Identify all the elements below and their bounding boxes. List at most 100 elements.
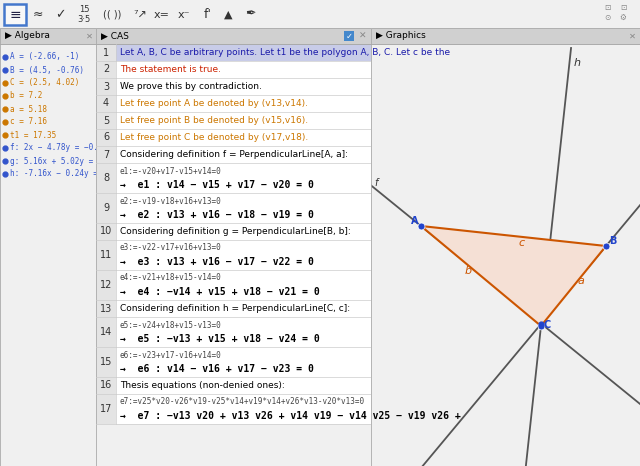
Text: t1 = 17.35: t1 = 17.35 <box>10 130 56 139</box>
Text: e2:=-v19-v18+v16+v13=0: e2:=-v19-v18+v16+v13=0 <box>120 197 221 206</box>
Text: ≈: ≈ <box>33 8 44 21</box>
Text: Let free point A be denoted by (v13,v14).: Let free point A be denoted by (v13,v14)… <box>120 99 308 108</box>
Text: 15: 15 <box>100 357 112 367</box>
Bar <box>96 193 371 223</box>
Bar <box>96 146 371 163</box>
Bar <box>96 129 371 146</box>
Bar <box>96 44 371 61</box>
Text: ⁷↗: ⁷↗ <box>133 9 147 20</box>
Text: e6:=-v23+v17-v16+v14=0: e6:=-v23+v17-v16+v14=0 <box>120 350 221 359</box>
Text: ⊙: ⊙ <box>604 13 610 21</box>
Bar <box>96 394 371 424</box>
Text: 1: 1 <box>103 48 109 57</box>
Text: 15
3·5: 15 3·5 <box>77 5 91 24</box>
Text: ▶ Graphics: ▶ Graphics <box>376 32 426 41</box>
Text: ▶ Algebra: ▶ Algebra <box>5 32 50 41</box>
Text: e1:=-v20+v17-v15+v14=0: e1:=-v20+v17-v15+v14=0 <box>120 166 221 176</box>
Text: Considering definition f = PerpendicularLine[A, a]:: Considering definition f = Perpendicular… <box>120 150 348 159</box>
Text: 4: 4 <box>103 98 109 109</box>
Text: →  e7 : −v13 v20 + v13 v26 + v14 v19 − v14 v25 − v19 v26 +: → e7 : −v13 v20 + v13 v26 + v14 v19 − v1… <box>120 411 461 421</box>
Text: ✕: ✕ <box>86 32 93 41</box>
Text: x⁻: x⁻ <box>178 9 190 20</box>
Text: We prove this by contradiction.: We prove this by contradiction. <box>120 82 262 91</box>
Bar <box>96 377 116 394</box>
Text: Let A, B, C be arbitrary points. Let t1 be the polygon A, B, C. Let c be the: Let A, B, C be arbitrary points. Let t1 … <box>120 48 450 57</box>
Text: 7: 7 <box>103 150 109 159</box>
Text: e7:=v25*v20-v26*v19-v25*v14+v19*v14+v26*v13-v20*v13=0: e7:=v25*v20-v26*v19-v25*v14+v19*v14+v26*… <box>120 397 365 406</box>
Text: ✕: ✕ <box>359 32 367 41</box>
Text: B = (4.5, -0.76): B = (4.5, -0.76) <box>10 66 84 75</box>
Bar <box>96 112 371 129</box>
Text: →  e2 : v13 + v16 − v18 − v19 = 0: → e2 : v13 + v16 − v18 − v19 = 0 <box>120 210 314 220</box>
Text: 14: 14 <box>100 327 112 337</box>
Text: →  e5 : −v13 + v15 + v18 − v24 = 0: → e5 : −v13 + v15 + v18 − v24 = 0 <box>120 334 320 344</box>
FancyBboxPatch shape <box>4 4 26 25</box>
Text: Let free point B be denoted by (v15,v16).: Let free point B be denoted by (v15,v16)… <box>120 116 308 125</box>
Text: a = 5.18: a = 5.18 <box>10 104 47 114</box>
Bar <box>96 300 116 317</box>
Text: ⊡: ⊡ <box>604 2 610 12</box>
Bar <box>96 44 116 61</box>
Text: 11: 11 <box>100 250 112 260</box>
Polygon shape <box>421 226 606 326</box>
Text: b: b <box>465 266 472 276</box>
Bar <box>96 270 116 300</box>
Text: c = 7.16: c = 7.16 <box>10 117 47 126</box>
Text: 8: 8 <box>103 173 109 183</box>
Text: (( )): (( )) <box>103 9 121 20</box>
Text: e3:=-v22-v17+v16+v13=0: e3:=-v22-v17+v16+v13=0 <box>120 244 221 253</box>
Text: →  e1 : v14 − v15 + v17 − v20 = 0: → e1 : v14 − v15 + v17 − v20 = 0 <box>120 180 314 190</box>
Text: e4:=-v21+v18+v15-v14=0: e4:=-v21+v18+v15-v14=0 <box>120 274 221 282</box>
Text: B: B <box>609 236 616 246</box>
Bar <box>96 28 371 44</box>
Text: ⊡: ⊡ <box>620 2 626 12</box>
Text: A = (-2.66, -1): A = (-2.66, -1) <box>10 53 79 62</box>
Bar <box>96 223 116 240</box>
Bar <box>96 163 116 193</box>
Bar <box>96 240 371 270</box>
Text: f: f <box>374 178 378 188</box>
Text: g: 5.16x + 5.02y = 19: g: 5.16x + 5.02y = 19 <box>10 157 107 165</box>
Text: 9: 9 <box>103 203 109 213</box>
Bar <box>96 394 116 424</box>
Bar <box>96 270 371 300</box>
Bar <box>96 317 371 347</box>
Bar <box>96 163 371 193</box>
Text: C = (2.5, 4.02): C = (2.5, 4.02) <box>10 78 79 88</box>
Bar <box>371 28 640 44</box>
Text: C: C <box>544 320 551 330</box>
Bar <box>96 377 371 394</box>
Text: Considering definition g = PerpendicularLine[B, b]:: Considering definition g = Perpendicular… <box>120 227 351 236</box>
Bar <box>96 61 371 78</box>
Bar <box>96 61 116 78</box>
Text: 16: 16 <box>100 381 112 391</box>
Text: Considering definition h = PerpendicularLine[C, c]:: Considering definition h = Perpendicular… <box>120 304 350 313</box>
Text: The statement is true.: The statement is true. <box>120 65 221 74</box>
Text: ⚙: ⚙ <box>620 13 627 21</box>
Bar <box>96 347 116 377</box>
Text: 17: 17 <box>100 404 112 414</box>
Bar <box>96 95 371 112</box>
Text: 6: 6 <box>103 132 109 143</box>
Bar <box>96 223 371 240</box>
Text: h: -7.16x − 0.24y = −: h: -7.16x − 0.24y = − <box>10 170 107 178</box>
Bar <box>96 78 116 95</box>
Text: ≡: ≡ <box>9 7 21 21</box>
Text: 13: 13 <box>100 303 112 314</box>
Bar <box>96 193 116 223</box>
Text: 5: 5 <box>103 116 109 125</box>
Text: →  e4 : −v14 + v15 + v18 − v21 = 0: → e4 : −v14 + v15 + v18 − v21 = 0 <box>120 287 320 297</box>
Bar <box>0 28 96 44</box>
Text: h: h <box>574 58 581 68</box>
Text: e5:=-v24+v18+v15-v13=0: e5:=-v24+v18+v15-v13=0 <box>120 321 221 329</box>
Text: f': f' <box>204 8 212 21</box>
Bar <box>96 347 371 377</box>
Text: Thesis equations (non-denied ones):: Thesis equations (non-denied ones): <box>120 381 285 390</box>
Text: x=: x= <box>154 9 170 20</box>
Bar <box>96 240 116 270</box>
Text: ▶ CAS: ▶ CAS <box>101 32 129 41</box>
Text: →  e3 : v13 + v16 − v17 − v22 = 0: → e3 : v13 + v16 − v17 − v22 = 0 <box>120 257 314 267</box>
Text: Let free point C be denoted by (v17,v18).: Let free point C be denoted by (v17,v18)… <box>120 133 308 142</box>
Text: A: A <box>411 216 419 226</box>
Bar <box>96 95 116 112</box>
